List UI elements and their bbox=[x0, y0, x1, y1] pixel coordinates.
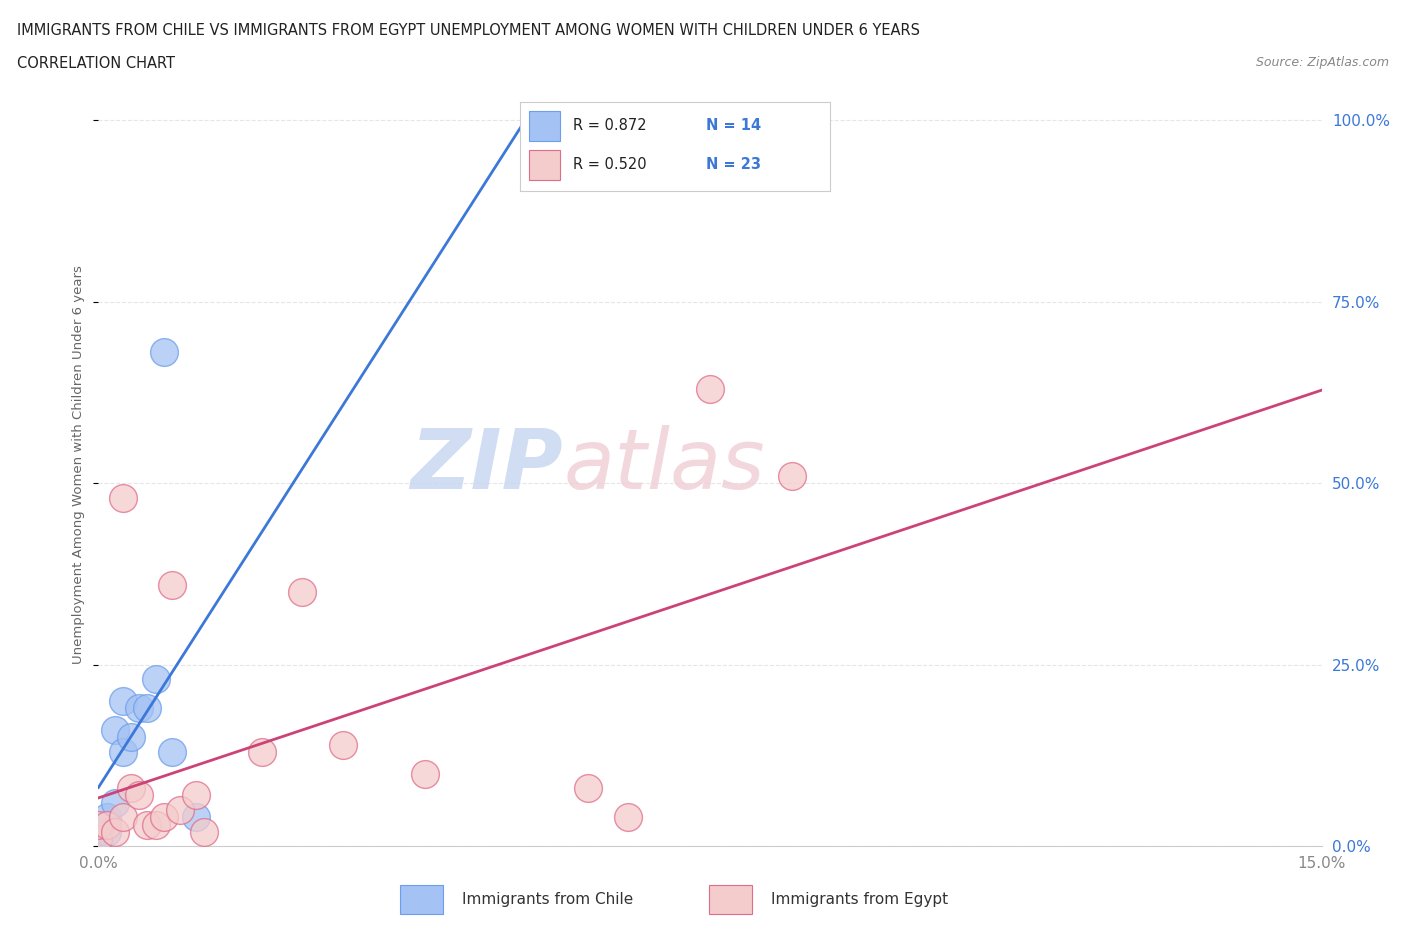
Point bbox=[193, 824, 215, 839]
Point bbox=[111, 810, 134, 825]
Point bbox=[96, 817, 118, 832]
Text: Source: ZipAtlas.com: Source: ZipAtlas.com bbox=[1256, 56, 1389, 69]
Text: CORRELATION CHART: CORRELATION CHART bbox=[17, 56, 174, 71]
Point bbox=[128, 788, 150, 803]
FancyBboxPatch shape bbox=[530, 150, 561, 180]
Point bbox=[145, 817, 167, 832]
Point bbox=[87, 824, 110, 839]
Point bbox=[780, 469, 803, 484]
FancyBboxPatch shape bbox=[709, 885, 752, 914]
Text: Immigrants from Egypt: Immigrants from Egypt bbox=[770, 892, 948, 908]
Point bbox=[120, 781, 142, 796]
Point bbox=[104, 795, 127, 810]
Point bbox=[111, 744, 134, 759]
Text: N = 14: N = 14 bbox=[706, 118, 761, 133]
Point bbox=[136, 701, 159, 716]
Point bbox=[186, 810, 208, 825]
Point bbox=[576, 781, 599, 796]
Point bbox=[413, 766, 436, 781]
Text: Immigrants from Chile: Immigrants from Chile bbox=[461, 892, 633, 908]
Text: IMMIGRANTS FROM CHILE VS IMMIGRANTS FROM EGYPT UNEMPLOYMENT AMONG WOMEN WITH CHI: IMMIGRANTS FROM CHILE VS IMMIGRANTS FROM… bbox=[17, 23, 920, 38]
Point bbox=[160, 578, 183, 592]
Point bbox=[332, 737, 354, 752]
Point bbox=[291, 585, 314, 600]
Text: R = 0.520: R = 0.520 bbox=[572, 157, 647, 172]
Text: N = 23: N = 23 bbox=[706, 157, 761, 172]
Point bbox=[87, 831, 110, 846]
Point bbox=[104, 723, 127, 737]
Point bbox=[104, 824, 127, 839]
Point bbox=[120, 730, 142, 745]
Point bbox=[136, 817, 159, 832]
Point bbox=[111, 694, 134, 709]
Point bbox=[699, 381, 721, 396]
Point bbox=[96, 824, 118, 839]
Text: R = 0.872: R = 0.872 bbox=[572, 118, 647, 133]
Point bbox=[152, 345, 174, 360]
Y-axis label: Unemployment Among Women with Children Under 6 years: Unemployment Among Women with Children U… bbox=[72, 266, 86, 664]
FancyBboxPatch shape bbox=[399, 885, 443, 914]
Point bbox=[145, 671, 167, 686]
Point bbox=[160, 744, 183, 759]
Point bbox=[617, 810, 640, 825]
Text: atlas: atlas bbox=[564, 424, 765, 506]
Text: ZIP: ZIP bbox=[411, 424, 564, 506]
Point bbox=[250, 744, 273, 759]
Point bbox=[186, 788, 208, 803]
Point bbox=[169, 803, 191, 817]
FancyBboxPatch shape bbox=[530, 112, 561, 141]
Point bbox=[128, 701, 150, 716]
Point bbox=[96, 810, 118, 825]
Point bbox=[152, 810, 174, 825]
Point bbox=[87, 817, 110, 832]
Point bbox=[111, 490, 134, 505]
